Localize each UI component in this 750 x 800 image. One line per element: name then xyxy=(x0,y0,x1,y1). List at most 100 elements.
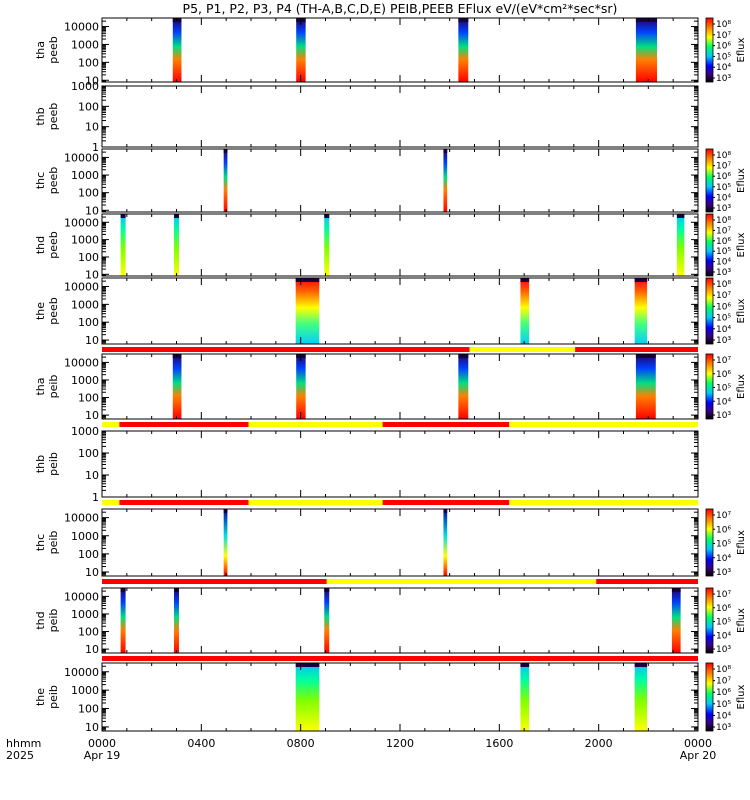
column-top-edge xyxy=(324,214,330,218)
time-tick-label: 1200 xyxy=(386,737,414,750)
spectrogram-column xyxy=(120,214,126,276)
spectrogram-column xyxy=(676,214,685,276)
y-axis-label-probe: tha xyxy=(34,41,47,59)
spectrogram-column xyxy=(635,354,656,419)
colorbar xyxy=(705,353,714,420)
colorbar-tick-label: 10⁶ xyxy=(716,237,731,247)
panel-frame xyxy=(101,213,699,277)
panel-tha-peib: 10 100 1000 10000 tha peib 10⁷ 10⁶ 10⁵ 10⁴ 10³ Eflu… xyxy=(34,353,747,427)
panel-thc-peib: 10 100 1000 10000 thc peib 10⁷ 10⁶ 10⁵ 10⁴ 10³ Eflu… xyxy=(34,508,747,584)
spectrogram-column xyxy=(458,18,469,82)
column-top-edge xyxy=(120,214,126,218)
column-top-edge xyxy=(458,18,469,22)
colorbar-tick-label: 10⁵ xyxy=(716,314,731,324)
y-tick-label: 10000 xyxy=(64,151,99,164)
colorbar-label: Eflux xyxy=(736,608,747,633)
column-top-edge xyxy=(676,214,685,218)
column-top-edge xyxy=(634,663,648,667)
spectrogram-column xyxy=(443,509,448,576)
y-tick-label: 10000 xyxy=(64,356,99,369)
spectrogram-column xyxy=(634,663,648,731)
spectrogram-column xyxy=(443,149,448,212)
spectrogram-column xyxy=(520,278,530,344)
colorbar-tick-label: 10⁷ xyxy=(716,31,731,41)
mode-bar-segment xyxy=(326,579,597,584)
column-top-edge xyxy=(635,18,658,22)
column-top-edge xyxy=(443,149,448,153)
column-top-edge xyxy=(324,588,330,592)
colorbar-tick-label: 10⁵ xyxy=(716,540,731,550)
y-tick-label: 10 xyxy=(85,643,99,656)
colorbar-tick-label: 10⁵ xyxy=(716,618,731,628)
colorbar-label: Eflux xyxy=(736,684,747,709)
panel-frame xyxy=(101,277,699,345)
mode-bar-segment xyxy=(575,347,698,352)
hhmm-label: hhmm xyxy=(6,737,41,750)
mode-bar-segment xyxy=(102,656,698,661)
column-top-edge xyxy=(223,509,228,513)
y-tick-label: 10 xyxy=(85,334,99,347)
colorbar-label: Eflux xyxy=(736,37,747,62)
colorbar-tick-label: 10⁴ xyxy=(716,63,731,73)
y-tick-label: 10000 xyxy=(64,216,99,229)
y-tick-label: 1000 xyxy=(71,425,99,438)
y-tick-label: 100 xyxy=(78,56,99,69)
y-tick-label: 10000 xyxy=(64,590,99,603)
panel-thb-peeb: 1 10 100 1000 thb peeb xyxy=(34,80,699,154)
y-tick-label: 10 xyxy=(85,409,99,422)
time-tick-label: 0800 xyxy=(287,737,315,750)
panel-thb-peib: 1 10 100 1000 thb peib xyxy=(34,425,699,505)
y-tick-label: 100 xyxy=(78,316,99,329)
panel-thd-peib: 10 100 1000 10000 thd peib 10⁷ 10⁶ 10⁵ 10⁴ 10³ Eflu… xyxy=(34,587,747,661)
colorbar-tick-label: 10⁴ xyxy=(716,193,731,203)
spectrogram-column xyxy=(120,588,126,653)
spectrogram-column xyxy=(458,354,469,419)
y-tick-label: 1 xyxy=(92,491,99,504)
mode-bar-segment xyxy=(102,347,470,352)
spectrogram-column xyxy=(174,588,179,653)
y-axis-label-probe: thb xyxy=(34,107,47,125)
y-tick-label: 100 xyxy=(78,251,99,264)
colorbar-tick-label: 10⁷ xyxy=(716,677,731,687)
y-axis-label-probe: the xyxy=(34,688,47,706)
colorbar-label: Eflux xyxy=(736,168,747,193)
column-top-edge xyxy=(458,354,469,358)
spectrogram-column xyxy=(223,509,228,576)
y-tick-label: 10 xyxy=(85,469,99,482)
mode-bar-segment xyxy=(248,422,383,427)
colorbar-tick-label: 10⁶ xyxy=(716,42,731,52)
time-tick-label: 0400 xyxy=(187,737,215,750)
column-top-edge xyxy=(172,354,182,358)
y-tick-label: 10 xyxy=(85,566,99,579)
colorbar-tick-label: 10⁵ xyxy=(716,247,731,257)
y-tick-label: 100 xyxy=(78,187,99,200)
y-tick-label: 10000 xyxy=(64,666,99,679)
column-top-edge xyxy=(172,18,182,22)
colorbar-tick-label: 10⁴ xyxy=(716,554,731,564)
y-tick-label: 10 xyxy=(85,721,99,734)
mode-bar-segment xyxy=(119,422,249,427)
spectrogram-column xyxy=(635,18,658,82)
column-top-edge xyxy=(295,278,320,282)
y-axis-label-probe: thb xyxy=(34,455,47,473)
y-axis-label-instrument: peib xyxy=(47,685,60,709)
y-axis-label-instrument: peib xyxy=(47,531,60,555)
colorbar-tick-label: 10⁷ xyxy=(716,291,731,301)
spectrogram-column xyxy=(223,149,228,212)
column-top-edge xyxy=(120,588,126,592)
y-tick-label: 10 xyxy=(85,121,99,134)
colorbar-tick-label: 10³ xyxy=(716,411,731,421)
y-axis-label-instrument: peeb xyxy=(47,297,60,325)
spectrogram-column xyxy=(324,214,330,276)
colorbar-tick-label: 10⁵ xyxy=(716,52,731,62)
spectrogram-column xyxy=(671,588,681,653)
y-tick-label: 100 xyxy=(78,626,99,639)
colorbar-tick-label: 10⁴ xyxy=(716,258,731,268)
colorbar-tick-label: 10⁸ xyxy=(716,20,731,30)
mode-bar-segment xyxy=(119,500,249,505)
spectrogram-column xyxy=(295,278,320,344)
